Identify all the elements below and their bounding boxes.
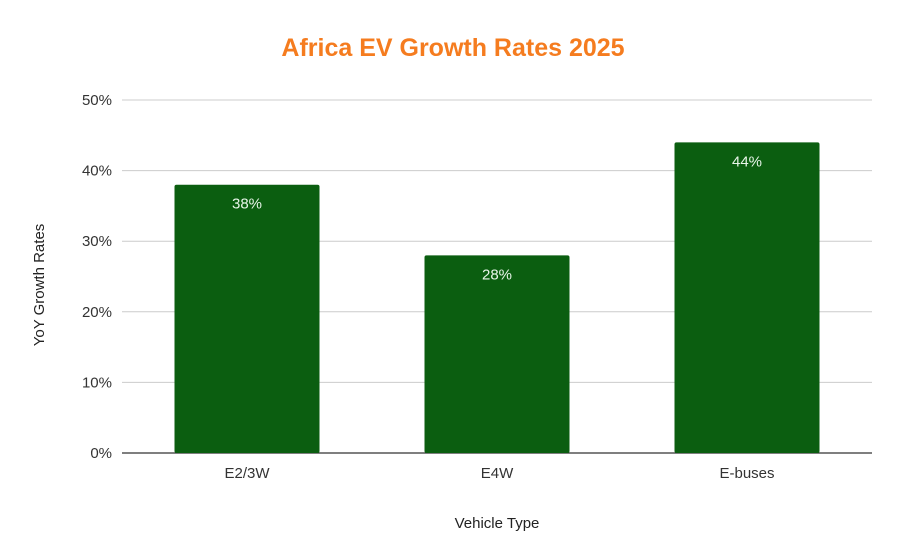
bar-value-label: 28% <box>482 266 512 283</box>
chart-title: Africa EV Growth Rates 2025 <box>281 34 625 62</box>
bar <box>424 255 570 453</box>
y-axis-title: YoY Growth Rates <box>31 224 48 347</box>
x-tick-label: E4W <box>481 465 514 482</box>
y-tick-label: 10% <box>82 374 112 391</box>
y-tick-label: 50% <box>82 92 112 109</box>
x-tick-label: E-buses <box>719 465 774 482</box>
y-tick-label: 40% <box>82 163 112 180</box>
x-axis-title: Vehicle Type <box>455 515 540 532</box>
y-tick-label: 20% <box>82 304 112 321</box>
bar <box>674 142 820 454</box>
bar <box>174 184 320 453</box>
bar-value-label: 38% <box>232 196 262 213</box>
labels: 0% 10% 20% 30% 40% 50% 38% E2/3W 28% E4W 44% E-buse… <box>82 92 775 482</box>
x-tick-label: E2/3W <box>224 465 270 482</box>
y-tick-label: 30% <box>82 233 112 250</box>
y-tick-label: 0% <box>90 445 112 462</box>
bars <box>174 142 820 454</box>
bar-value-label: 44% <box>732 153 762 170</box>
